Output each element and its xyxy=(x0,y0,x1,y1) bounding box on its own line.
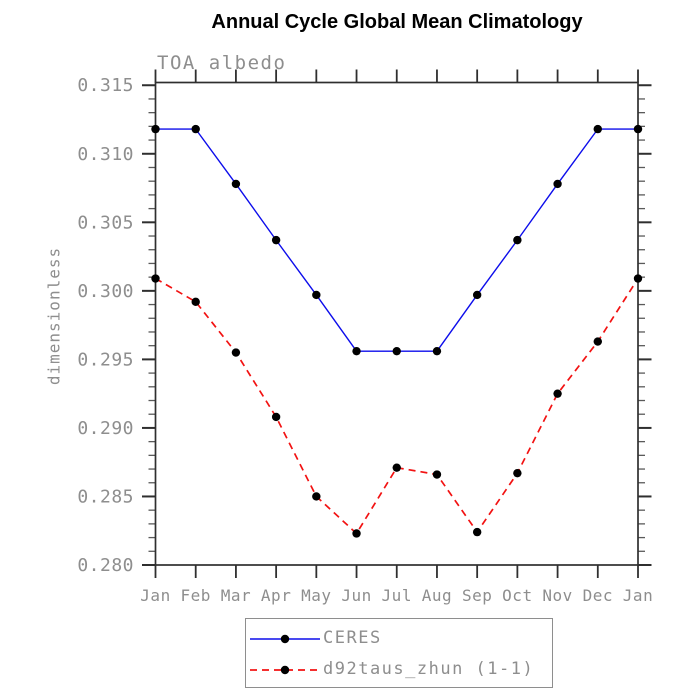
data-point-marker xyxy=(271,412,281,422)
legend-box: CERES d92taus_zhun (1-1) xyxy=(245,618,553,688)
data-point-marker xyxy=(593,337,602,346)
ceres-line-sample xyxy=(249,631,321,645)
data-point-marker xyxy=(513,468,522,478)
data-point-marker xyxy=(352,529,361,538)
y-tick-label: 0.280 xyxy=(77,555,134,576)
data-point-marker xyxy=(151,274,160,283)
x-tick-label: Nov xyxy=(542,586,572,605)
y-tick-label: 0.300 xyxy=(77,281,134,302)
y-tick-label: 0.285 xyxy=(77,486,134,507)
y-tick-label: 0.290 xyxy=(77,418,134,439)
x-tick-label: Aug xyxy=(422,586,452,605)
data-point-marker xyxy=(191,124,200,134)
x-tick-label: Jan xyxy=(140,586,170,605)
chart-title: Annual Cycle Global Mean Climatology xyxy=(211,11,583,33)
data-point-marker xyxy=(472,527,482,537)
data-point-marker xyxy=(633,274,643,283)
axis-frame xyxy=(154,81,639,566)
data-point-marker xyxy=(312,492,321,501)
legend-sample-marker xyxy=(280,634,290,643)
x-tick-label: Jan xyxy=(623,586,653,605)
x-tick-label: Sep xyxy=(462,586,492,605)
y-tick-label: 0.310 xyxy=(77,144,134,165)
x-tick-label: Feb xyxy=(181,586,211,605)
ceres-line xyxy=(155,128,638,352)
data-point-marker xyxy=(553,179,562,189)
data-point-marker xyxy=(392,346,401,356)
data-point-marker xyxy=(392,463,401,472)
legend-label-model: d92taus_zhun (1-1) xyxy=(323,658,535,679)
data-point-marker xyxy=(151,124,160,134)
data-point-marker xyxy=(432,470,442,479)
legend-sample-line-icon xyxy=(250,665,320,674)
data-point-marker xyxy=(432,346,442,356)
x-tick-label: Jun xyxy=(341,586,371,605)
x-tick-label: Jul xyxy=(382,586,412,605)
data-point-marker xyxy=(513,235,522,245)
data-point-marker xyxy=(312,290,321,300)
model-line xyxy=(155,277,639,535)
x-tick-label: Apr xyxy=(261,586,291,605)
legend-sample-line-icon xyxy=(250,634,320,643)
data-point-marker xyxy=(191,297,200,307)
legend-label-ceres: CERES xyxy=(323,627,382,648)
data-point-marker xyxy=(271,235,281,245)
x-tick-label: Mar xyxy=(221,586,251,605)
chart-subtitle: TOA albedo xyxy=(157,52,287,74)
x-tick-label: Oct xyxy=(502,586,532,605)
x-tick-label: Dec xyxy=(583,586,613,605)
data-point-marker xyxy=(231,348,241,357)
data-point-marker xyxy=(352,346,361,356)
x-tick-label: May xyxy=(301,586,331,605)
y-tick-label: 0.295 xyxy=(77,349,134,370)
data-point-marker xyxy=(633,124,643,134)
data-point-marker xyxy=(593,124,602,134)
y-tick-label: 0.315 xyxy=(77,75,134,96)
data-point-marker xyxy=(231,179,241,189)
model-line-sample xyxy=(249,662,321,676)
legend-entry-model: d92taus_zhun (1-1) xyxy=(249,655,552,682)
y-tick-label: 0.305 xyxy=(77,212,134,233)
legend-sample-marker xyxy=(280,665,290,674)
data-point-marker xyxy=(553,389,562,398)
data-point-marker xyxy=(472,290,482,300)
legend-entry-ceres: CERES xyxy=(249,624,552,651)
